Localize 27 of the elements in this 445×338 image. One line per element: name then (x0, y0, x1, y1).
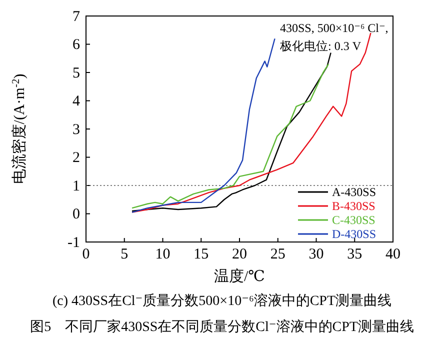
line-series (131, 38, 276, 213)
y-tick-label: 2 (72, 150, 80, 166)
x-tick-label: 30 (308, 246, 324, 263)
x-tick-label: 35 (347, 246, 362, 263)
y-tick-label: 5 (72, 65, 80, 82)
y-tick-label: -1 (68, 234, 80, 251)
text: (c) 430SS在Cl⁻质量分数500×10⁻⁶溶液中的CPT测量曲线 (52, 293, 392, 309)
x-tick-label: 5 (120, 246, 128, 263)
x-tick-label: 15 (194, 246, 209, 263)
y-tick-label: 4 (72, 94, 80, 110)
y-tick-label: 6 (72, 37, 80, 54)
x-tick-label: 10 (155, 246, 170, 263)
x-tick-label: 20 (232, 246, 247, 263)
annotation: 极化电位: 0.3 V (279, 39, 362, 53)
y-tick-label: 1 (72, 178, 80, 194)
legend-label: D-430SS (332, 227, 376, 241)
text: 图5 不同厂家430SS在不同质量分数Cl⁻溶液中的CPT测量曲线 (30, 319, 414, 335)
legend-label: A-430SS (332, 185, 376, 199)
y-tick-label: 3 (72, 122, 80, 138)
x-axis-title: 温度/℃ (214, 268, 265, 285)
legend-label: B-430SS (332, 199, 376, 213)
annotation: 430SS, 500×10⁻⁶ Cl⁻, (280, 21, 388, 35)
x-tick-label: 40 (386, 246, 400, 263)
y-tick-label: 7 (72, 8, 80, 25)
y-tick-label: 0 (72, 206, 80, 223)
x-tick-label: 25 (270, 246, 286, 263)
legend-label: C-430SS (332, 213, 376, 227)
